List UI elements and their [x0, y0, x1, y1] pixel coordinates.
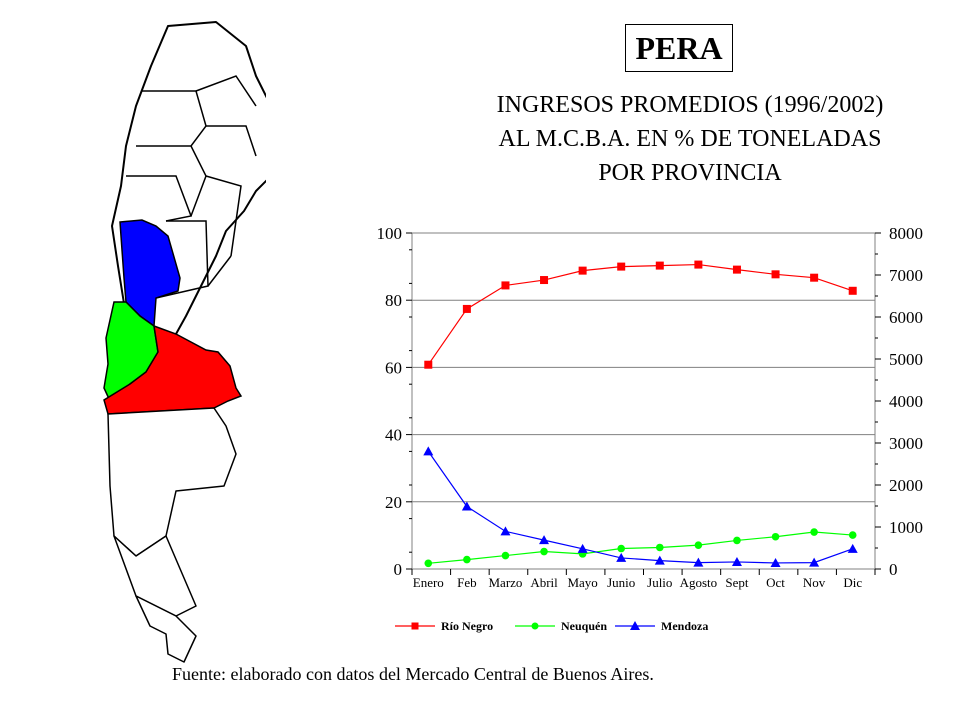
- x-tick-label: Oct: [766, 575, 785, 590]
- source-note: Fuente: elaborado con datos del Mercado …: [172, 664, 654, 684]
- data-point: [616, 552, 627, 562]
- data-point: [655, 261, 664, 270]
- data-point: [770, 557, 781, 567]
- series-line: [427, 451, 853, 564]
- data-point: [733, 536, 741, 545]
- y-right-tick-label: 6000: [889, 308, 923, 327]
- data-point: [540, 547, 548, 556]
- y-left-tick-label: 40: [385, 426, 402, 445]
- data-point: [501, 281, 510, 290]
- data-point: [463, 555, 471, 564]
- data-point: [461, 501, 472, 511]
- x-tick-label: Marzo: [488, 575, 522, 590]
- y-right-tick-label: 8000: [889, 224, 923, 243]
- legend-marker: [411, 622, 419, 630]
- legend-marker: [630, 621, 640, 630]
- data-point: [423, 446, 434, 456]
- data-point: [810, 528, 818, 536]
- subtitle-line-3: POR PROVINCIA: [598, 160, 782, 186]
- data-point: [462, 304, 471, 313]
- subtitle-line-2: AL M.C.B.A. EN % DE TONELADAS: [498, 126, 882, 152]
- plot-frame: [411, 232, 876, 570]
- line-chart: 0204060801000100020003000400050006000700…: [377, 224, 924, 633]
- data-point: [693, 557, 704, 567]
- y-left-tick-label: 80: [385, 291, 402, 310]
- x-tick-label: Agosto: [680, 575, 718, 590]
- y-right-tick-label: 4000: [889, 392, 923, 411]
- data-point: [848, 531, 857, 539]
- data-point: [500, 526, 511, 536]
- data-point: [617, 262, 626, 271]
- data-point: [424, 559, 433, 568]
- map-region-rio-negro: [103, 324, 243, 415]
- legend-label: Neuquén: [561, 619, 607, 633]
- data-point: [809, 557, 820, 567]
- data-point: [578, 266, 587, 275]
- map-region-mendoza: [119, 219, 181, 328]
- chart-subtitle: INGRESOS PROMEDIOS (1996/2002) AL M.C.B.…: [420, 88, 960, 190]
- data-point: [732, 265, 741, 274]
- data-point: [501, 551, 510, 560]
- data-point: [694, 541, 703, 549]
- y-left-tick-label: 60: [385, 358, 402, 377]
- x-tick-label: Junio: [607, 575, 635, 590]
- data-point: [810, 273, 819, 282]
- x-tick-label: Nov: [803, 575, 826, 590]
- legend-label: Mendoza: [661, 619, 708, 633]
- data-point: [847, 543, 858, 553]
- legend-label: Río Negro: [441, 619, 493, 633]
- data-point: [424, 360, 433, 369]
- data-point: [577, 543, 588, 553]
- x-tick-label: Enero: [413, 575, 444, 590]
- x-tick-label: Abril: [530, 575, 558, 590]
- y-right-tick-label: 3000: [889, 434, 923, 453]
- subtitle-line-1: INGRESOS PROMEDIOS (1996/2002): [496, 92, 884, 118]
- legend-marker: [531, 622, 539, 630]
- y-right-tick-label: 2000: [889, 476, 923, 495]
- data-point: [539, 535, 550, 545]
- data-point: [694, 260, 703, 269]
- x-tick-label: Sept: [725, 575, 749, 590]
- y-left-tick-label: 20: [385, 493, 402, 512]
- product-title-text: PERA: [635, 29, 723, 66]
- data-point: [655, 543, 664, 552]
- x-tick-label: Mayo: [567, 575, 597, 590]
- argentina-map: [103, 21, 266, 663]
- series-line: [427, 263, 853, 366]
- y-right-tick-label: 0: [889, 560, 898, 579]
- y-left-tick-label: 100: [377, 224, 403, 243]
- product-title: PERA: [625, 24, 733, 72]
- data-point: [771, 270, 780, 279]
- y-right-tick-label: 5000: [889, 350, 923, 369]
- x-tick-label: Dic: [843, 575, 862, 590]
- data-point: [771, 532, 780, 541]
- x-tick-label: Feb: [457, 575, 477, 590]
- data-point: [731, 556, 742, 566]
- series-line: [428, 531, 853, 564]
- y-right-tick-label: 7000: [889, 266, 923, 285]
- y-right-tick-label: 1000: [889, 518, 923, 537]
- data-point: [848, 286, 857, 295]
- y-left-tick-label: 0: [394, 560, 403, 579]
- x-tick-label: Julio: [647, 575, 672, 590]
- data-point: [540, 276, 549, 285]
- data-point: [617, 544, 626, 553]
- data-point: [654, 555, 665, 565]
